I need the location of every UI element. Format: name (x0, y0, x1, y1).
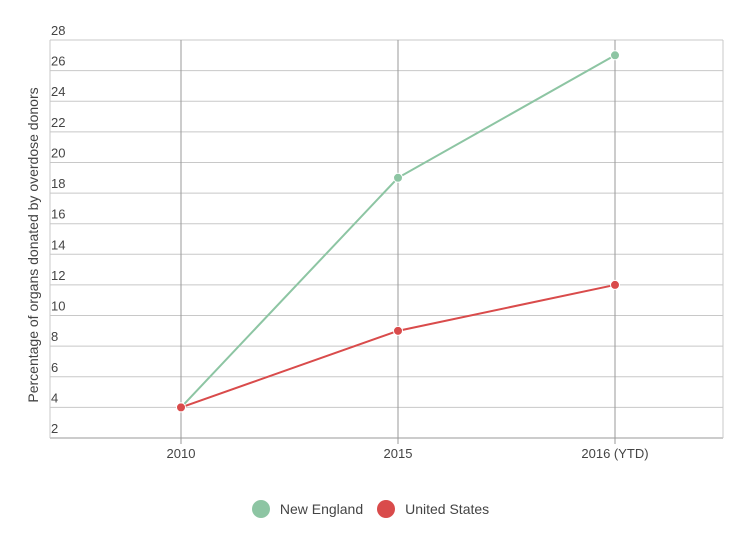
series-layer (176, 50, 620, 413)
chart-legend: New England United States (0, 500, 741, 518)
y-tick-label: 10 (51, 299, 65, 314)
data-point-united-states[interactable] (176, 402, 186, 413)
y-tick-label: 26 (51, 54, 65, 69)
y-tick-label: 8 (51, 329, 58, 344)
legend-swatch-new-england (251, 500, 270, 518)
y-tick-label: 20 (51, 145, 65, 160)
legend-swatch-united-states (377, 500, 396, 518)
y-tick-label: 4 (51, 390, 58, 405)
legend-label-new-england: New England (279, 501, 364, 517)
x-axis-ticks: 2010 2015 2016 (YTD) (167, 446, 649, 461)
data-point-new-england[interactable] (610, 50, 620, 61)
y-tick-label: 12 (51, 268, 65, 283)
legend-item-new-england[interactable]: New England (251, 500, 364, 518)
horizontal-gridlines (50, 39, 723, 439)
data-point-new-england[interactable] (393, 172, 403, 183)
legend-label-united-states: United States (405, 501, 490, 517)
vertical-gridlines (49, 40, 724, 444)
x-tick-label: 2015 (384, 446, 413, 461)
y-tick-label: 14 (51, 237, 65, 252)
data-point-united-states[interactable] (610, 279, 620, 290)
y-tick-label: 6 (51, 360, 58, 375)
y-tick-label: 28 (51, 23, 65, 38)
y-tick-label: 2 (51, 421, 58, 436)
x-tick-label: 2010 (167, 446, 196, 461)
x-tick-label: 2016 (YTD) (581, 446, 648, 461)
data-point-united-states[interactable] (393, 325, 403, 336)
legend-item-united-states[interactable]: United States (377, 500, 489, 518)
y-tick-label: 22 (51, 115, 65, 130)
y-tick-label: 24 (51, 84, 65, 99)
y-axis-title: Percentage of organs donated by overdose… (25, 87, 41, 402)
y-tick-label: 18 (51, 176, 65, 191)
y-tick-label: 16 (51, 207, 65, 222)
